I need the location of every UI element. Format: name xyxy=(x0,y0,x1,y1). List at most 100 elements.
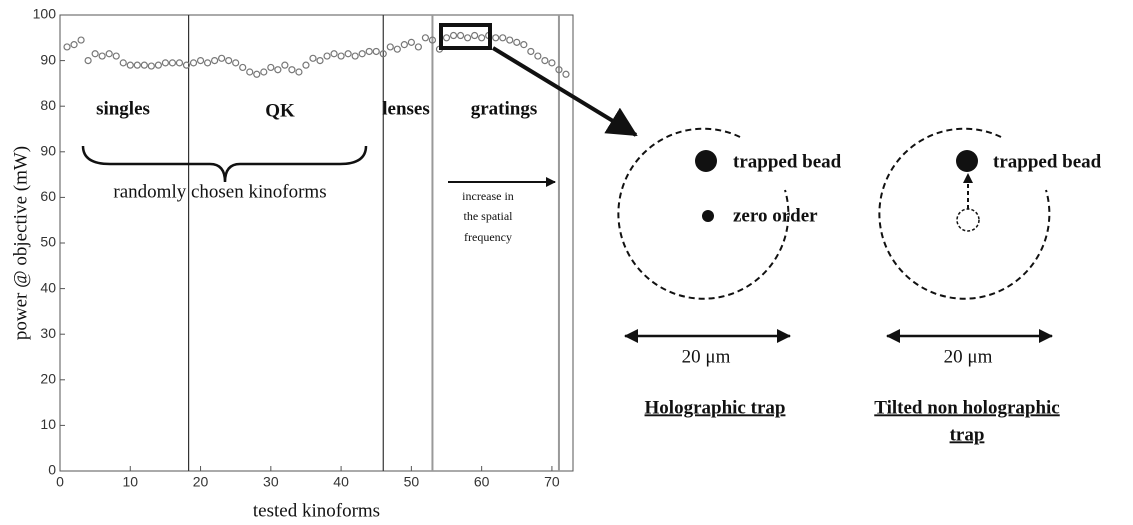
point xyxy=(499,34,507,42)
bead xyxy=(695,150,717,172)
note-line: the spatial xyxy=(464,209,514,223)
region-label: lenses xyxy=(382,98,430,119)
x-tick-label: 70 xyxy=(544,474,560,490)
point xyxy=(442,34,451,42)
point xyxy=(414,43,422,51)
point xyxy=(323,52,331,60)
y-tick-label: 0 xyxy=(48,462,56,478)
diagram-title: Holographic trap xyxy=(645,397,786,418)
y-tick-label: 80 xyxy=(40,97,56,113)
point xyxy=(351,52,359,60)
x-axis-label: tested kinoforms xyxy=(253,500,380,521)
point xyxy=(232,59,240,67)
region-label: gratings xyxy=(471,98,538,119)
zoom-arrow xyxy=(491,46,638,137)
point xyxy=(218,54,226,62)
brace xyxy=(81,145,368,183)
point xyxy=(70,41,78,49)
point xyxy=(133,61,141,69)
zero-label: zero order xyxy=(733,205,818,226)
point xyxy=(77,36,85,44)
point xyxy=(527,47,535,56)
y-tick-label: 90 xyxy=(40,51,56,67)
y-tick-label: 100 xyxy=(33,6,57,22)
point xyxy=(211,56,219,65)
x-tick-label: 10 xyxy=(122,474,138,490)
x-tick-label: 60 xyxy=(474,474,490,490)
point xyxy=(246,68,254,76)
point xyxy=(295,68,303,76)
y-tick-label: 20 xyxy=(40,371,56,387)
y-tick-label: 50 xyxy=(40,234,56,250)
point xyxy=(555,66,563,74)
point xyxy=(196,56,205,65)
point xyxy=(463,34,472,42)
point xyxy=(400,41,408,49)
point xyxy=(372,47,380,56)
point xyxy=(84,56,92,65)
bead xyxy=(956,150,978,172)
point xyxy=(428,36,437,44)
point xyxy=(175,59,184,67)
point xyxy=(520,41,528,49)
point xyxy=(147,62,155,70)
point xyxy=(534,52,542,60)
point xyxy=(182,61,191,69)
point xyxy=(393,45,401,53)
point xyxy=(330,50,338,58)
point xyxy=(112,52,120,60)
point xyxy=(267,63,275,72)
point xyxy=(562,70,570,78)
x-tick-label: 0 xyxy=(56,474,64,490)
y-tick-label: 30 xyxy=(40,325,56,341)
point xyxy=(407,38,415,46)
zoom-box xyxy=(439,23,492,50)
point xyxy=(168,59,177,67)
bead-label: trapped bead xyxy=(733,151,842,172)
scale-label: 20 μm xyxy=(944,346,993,367)
point xyxy=(456,31,465,40)
note-line: increase in xyxy=(462,189,514,203)
point xyxy=(358,50,366,58)
x-tick-label: 40 xyxy=(333,474,349,490)
point xyxy=(288,66,296,74)
point xyxy=(203,59,212,67)
point xyxy=(365,47,373,56)
region-label: QK xyxy=(265,100,295,121)
trap-circle xyxy=(878,127,1051,300)
point xyxy=(506,36,514,44)
y-tick-label: 60 xyxy=(40,188,56,204)
diagram-title: Tilted non holographic xyxy=(874,397,1059,418)
x-tick-label: 30 xyxy=(263,474,279,490)
point xyxy=(471,31,479,40)
point xyxy=(154,61,162,69)
y-tick-label: 40 xyxy=(40,279,56,295)
bead-label: trapped bead xyxy=(993,151,1102,172)
diagram-title: trap xyxy=(950,424,985,445)
note-line: frequency xyxy=(464,230,512,244)
zero-order xyxy=(702,210,714,222)
point xyxy=(63,43,71,51)
region-label: singles xyxy=(96,98,150,119)
point xyxy=(386,43,394,51)
point xyxy=(260,68,268,76)
x-tick-label: 50 xyxy=(404,474,420,490)
point xyxy=(126,61,134,69)
point xyxy=(344,50,352,58)
y-tick-label: 90 xyxy=(40,143,56,159)
point xyxy=(513,38,521,46)
point xyxy=(119,59,127,67)
point xyxy=(91,50,99,58)
point xyxy=(140,61,148,69)
point xyxy=(281,61,289,69)
point xyxy=(274,66,282,74)
plot: 0 10 20 30 40 50 60 90 80 90 100 0 10 20 30 40 50 60 70 tes… xyxy=(10,6,574,521)
point xyxy=(449,31,458,40)
y-tick-label: 10 xyxy=(40,416,56,432)
point xyxy=(98,52,106,60)
point xyxy=(105,50,113,58)
point xyxy=(189,59,198,67)
point xyxy=(253,70,261,78)
point xyxy=(309,54,317,62)
